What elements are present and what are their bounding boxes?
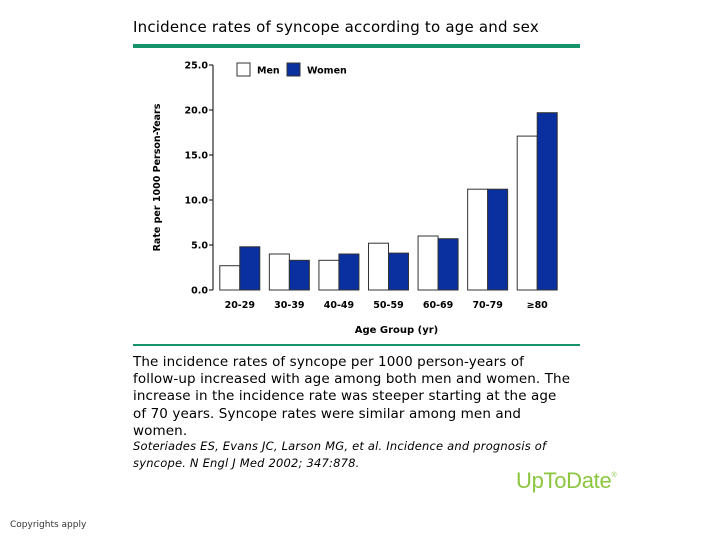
x-tick-label: 50-59 xyxy=(373,300,403,311)
y-tick-label: 15.0 xyxy=(185,151,209,162)
men-bar xyxy=(318,259,340,291)
men-bar xyxy=(516,135,538,291)
men-bar xyxy=(219,265,241,291)
men-bar xyxy=(417,235,439,291)
women-bar xyxy=(536,112,558,291)
figure-title: Incidence rates of syncope according to … xyxy=(133,18,539,36)
figure-citation: Soteriades ES, Evans JC, Larson MG, et a… xyxy=(133,439,547,470)
uptodate-logo: UpToDate® xyxy=(516,468,617,494)
x-tick-label: 30-39 xyxy=(274,300,304,311)
legend-swatch-women xyxy=(286,62,301,77)
figure-caption: The incidence rates of syncope per 1000 … xyxy=(133,354,571,439)
women-bar xyxy=(338,253,360,291)
x-tick-label: ≥80 xyxy=(527,300,549,311)
x-tick-label: 40-49 xyxy=(324,300,354,311)
women-bar xyxy=(487,188,509,291)
caption-divider xyxy=(133,344,580,346)
y-axis-title: Rate per 1000 Person-Years xyxy=(152,103,163,251)
legend-swatch-men xyxy=(236,62,251,77)
title-divider xyxy=(133,44,580,48)
women-bar xyxy=(388,252,409,291)
men-bar xyxy=(368,242,389,291)
legend-label-women: Women xyxy=(307,66,347,77)
women-bar xyxy=(437,238,459,291)
bar-chart: 0.0 5.0 10.0 15.0 20.0 25.0 Rate per 1000 Pers… xyxy=(152,61,558,336)
legend-label-men: Men xyxy=(257,66,280,77)
x-axis-title: Age Group (yr) xyxy=(355,325,439,336)
registered-mark: ® xyxy=(611,472,617,479)
y-tick-label: 5.0 xyxy=(191,241,208,252)
men-bar xyxy=(467,188,489,291)
x-tick-label: 70-79 xyxy=(472,300,502,311)
women-bar xyxy=(288,259,310,291)
y-tick-label: 0.0 xyxy=(191,286,208,297)
x-tick-label: 60-69 xyxy=(423,300,453,311)
brand-name: UpToDate xyxy=(516,468,612,493)
x-tick-label: 20-29 xyxy=(225,300,255,311)
copyright-notice: Copyrights apply xyxy=(10,520,87,530)
men-bar xyxy=(268,253,290,291)
y-tick-label: 20.0 xyxy=(185,106,209,117)
y-tick-label: 25.0 xyxy=(185,61,209,72)
women-bar xyxy=(239,246,261,291)
y-tick-label: 10.0 xyxy=(185,196,209,207)
